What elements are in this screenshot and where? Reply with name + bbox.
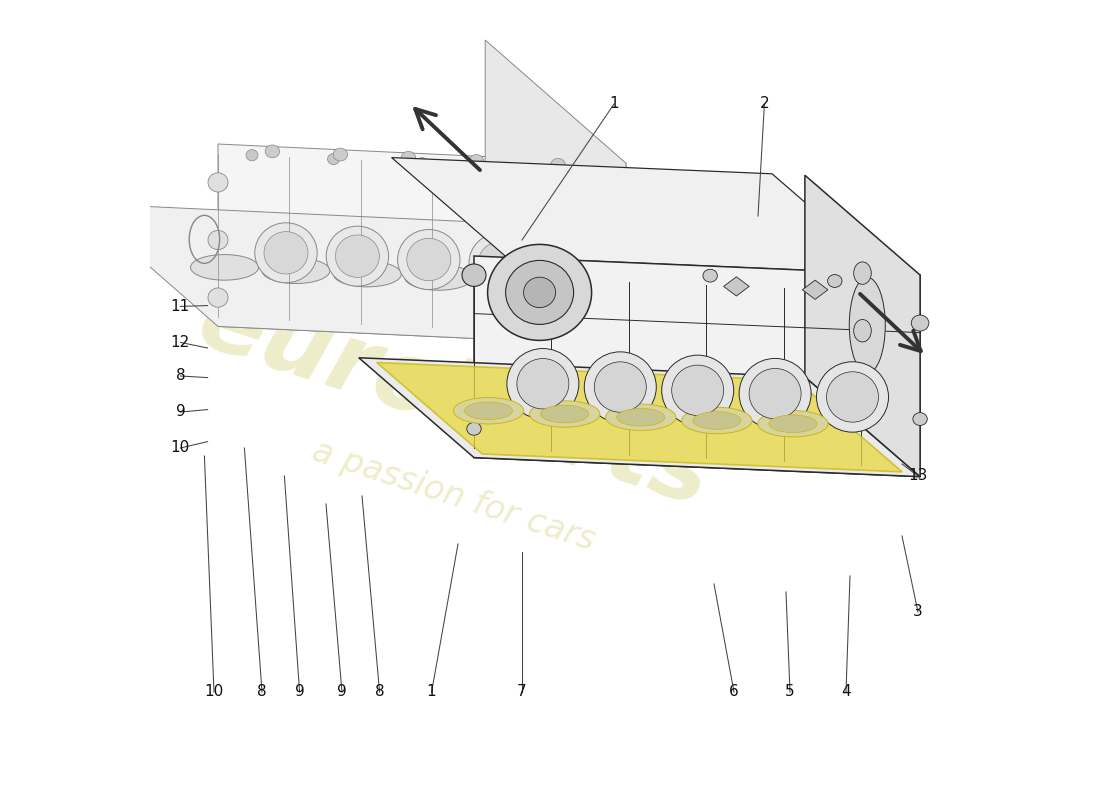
Ellipse shape — [517, 358, 569, 409]
Ellipse shape — [606, 404, 676, 430]
Polygon shape — [218, 144, 626, 346]
Polygon shape — [485, 40, 626, 346]
Ellipse shape — [466, 422, 481, 435]
Ellipse shape — [617, 409, 664, 426]
Ellipse shape — [911, 315, 928, 331]
Text: 1: 1 — [609, 97, 619, 111]
Ellipse shape — [328, 154, 340, 165]
Text: 5: 5 — [785, 685, 795, 699]
Polygon shape — [474, 256, 920, 477]
Polygon shape — [724, 277, 749, 296]
Polygon shape — [77, 203, 626, 346]
Ellipse shape — [682, 407, 752, 434]
Ellipse shape — [397, 230, 460, 290]
Ellipse shape — [749, 369, 801, 419]
Text: 8: 8 — [375, 685, 384, 699]
Ellipse shape — [507, 349, 579, 419]
Text: 13: 13 — [909, 469, 927, 483]
Ellipse shape — [333, 262, 402, 287]
Text: 7: 7 — [517, 685, 527, 699]
Ellipse shape — [255, 223, 317, 283]
Text: a passion for cars: a passion for cars — [308, 434, 600, 558]
Ellipse shape — [854, 377, 871, 399]
Text: 10: 10 — [205, 685, 223, 699]
Text: 11: 11 — [170, 299, 190, 314]
Ellipse shape — [506, 261, 573, 325]
Ellipse shape — [470, 154, 484, 167]
Ellipse shape — [487, 245, 592, 341]
Ellipse shape — [739, 358, 811, 429]
Ellipse shape — [476, 268, 544, 294]
Ellipse shape — [246, 150, 258, 161]
Ellipse shape — [265, 145, 279, 158]
Ellipse shape — [854, 262, 871, 284]
Ellipse shape — [453, 398, 524, 424]
Ellipse shape — [336, 235, 380, 278]
Ellipse shape — [913, 413, 927, 426]
Text: 6: 6 — [729, 685, 739, 699]
Polygon shape — [805, 175, 920, 477]
Ellipse shape — [540, 236, 603, 296]
Text: 10: 10 — [170, 441, 190, 455]
Ellipse shape — [407, 238, 451, 281]
Ellipse shape — [758, 410, 828, 437]
Ellipse shape — [826, 372, 879, 422]
Ellipse shape — [333, 148, 348, 161]
Text: 1: 1 — [427, 685, 437, 699]
Ellipse shape — [402, 151, 416, 164]
Ellipse shape — [541, 406, 589, 423]
Ellipse shape — [469, 233, 531, 293]
Ellipse shape — [672, 365, 724, 415]
Ellipse shape — [262, 258, 330, 283]
Ellipse shape — [550, 245, 594, 287]
Ellipse shape — [584, 352, 657, 422]
Polygon shape — [376, 362, 902, 472]
Polygon shape — [359, 358, 920, 477]
Text: 2: 2 — [760, 97, 769, 111]
Text: 3: 3 — [913, 605, 923, 619]
Text: 9: 9 — [337, 685, 346, 699]
Ellipse shape — [849, 278, 886, 374]
Polygon shape — [802, 280, 828, 299]
Ellipse shape — [693, 412, 740, 430]
Ellipse shape — [416, 158, 428, 169]
Ellipse shape — [208, 288, 228, 307]
Ellipse shape — [551, 158, 565, 171]
Ellipse shape — [478, 242, 522, 284]
Ellipse shape — [594, 362, 647, 412]
Ellipse shape — [769, 415, 817, 433]
Text: euroParts: euroParts — [186, 274, 722, 526]
Text: 4: 4 — [842, 685, 850, 699]
Ellipse shape — [464, 402, 513, 419]
Ellipse shape — [827, 274, 842, 287]
Ellipse shape — [208, 173, 228, 192]
Ellipse shape — [524, 277, 556, 307]
Ellipse shape — [208, 230, 228, 250]
Ellipse shape — [662, 355, 734, 426]
Ellipse shape — [816, 362, 889, 432]
Text: 8: 8 — [176, 369, 185, 383]
Ellipse shape — [405, 265, 473, 290]
Ellipse shape — [462, 264, 486, 286]
Ellipse shape — [190, 254, 258, 280]
Ellipse shape — [703, 270, 717, 282]
Ellipse shape — [529, 401, 600, 427]
Ellipse shape — [549, 329, 584, 349]
Ellipse shape — [854, 319, 871, 342]
Text: 9: 9 — [176, 405, 185, 419]
Text: 12: 12 — [170, 335, 190, 350]
Text: 8: 8 — [257, 685, 267, 699]
Text: 85: 85 — [789, 398, 903, 498]
Ellipse shape — [264, 232, 308, 274]
Polygon shape — [392, 158, 888, 274]
Ellipse shape — [327, 226, 388, 286]
Text: 9: 9 — [295, 685, 305, 699]
